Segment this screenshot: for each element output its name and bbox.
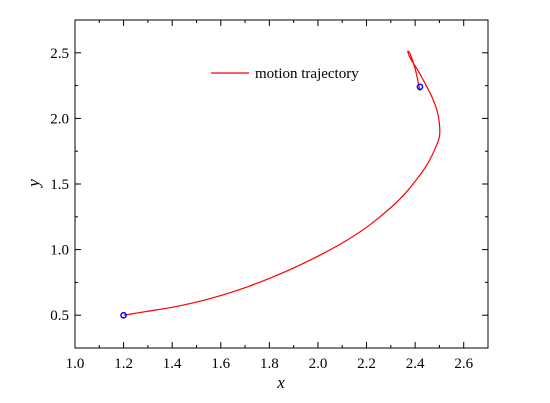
y-tick-label: 1.5 [50,177,69,193]
x-tick-label: 2.6 [454,356,473,372]
tick-labels: 1.0 1.2 1.4 1.6 1.8 2.0 2.2 2.4 2.6 0.5 1.0 1.5 2.0 2… [50,46,473,372]
x-tick-label: 1.2 [114,356,133,372]
x-tick-label: 2.2 [357,356,376,372]
axis-ticks [74,20,488,348]
x-tick-label: 2.4 [406,356,425,372]
y-tick-label: 2.0 [50,111,69,127]
y-axis-label: y [24,179,43,189]
legend-label: motion trajectory [255,66,359,82]
series-line-motion-trajectory [123,50,441,316]
trajectory-markers [120,83,424,319]
y-tick-label: 2.5 [50,46,69,62]
trajectory-marker [416,83,424,91]
x-tick-label: 1.6 [211,356,230,372]
x-axis-label: x [276,373,285,392]
x-tick-label: 1.4 [163,356,182,372]
x-tick-label: 2.0 [309,356,328,372]
legend: motion trajectory [211,66,359,82]
y-tick-label: 1.0 [50,243,69,259]
y-tick-label: 0.5 [50,308,69,324]
x-tick-label: 1.0 [66,356,85,372]
x-tick-label: 1.8 [260,356,279,372]
trajectory-marker [120,311,127,319]
